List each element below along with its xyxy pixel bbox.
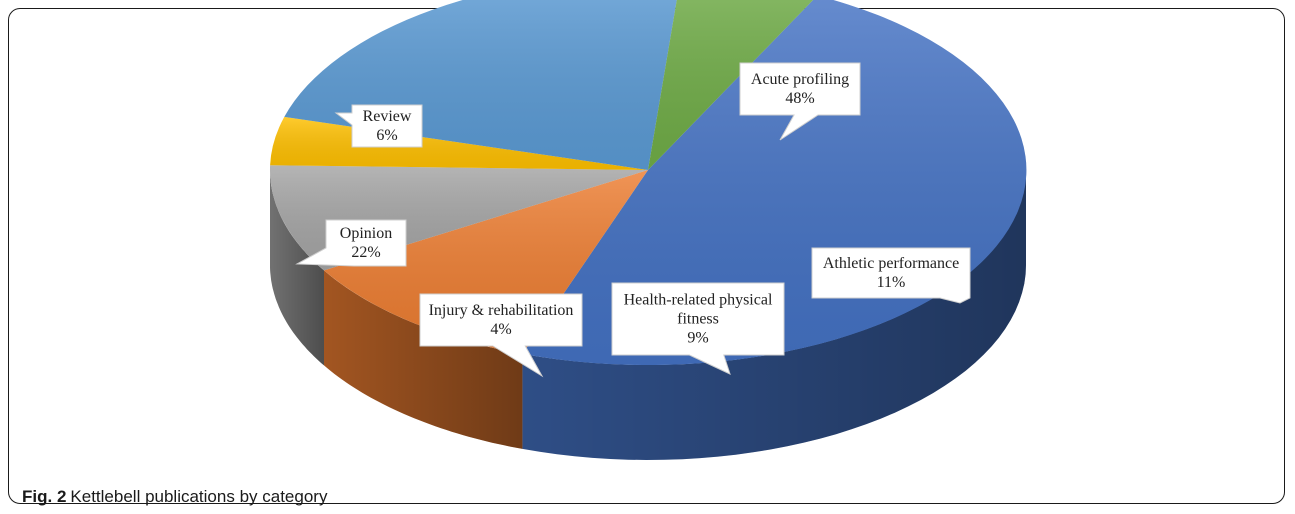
callout-box: [811, 247, 971, 304]
callout-athletic-performance: Athletic performance 11%: [811, 247, 971, 304]
pie-side-shade-acute-profiling: [522, 170, 1026, 460]
pie-slice-shine-review: [648, 0, 814, 170]
callout-health-related-physical-fitness: Health-related physical fitness 9%: [611, 282, 785, 375]
callout-value: 11%: [877, 274, 906, 291]
callout-box: [739, 62, 861, 141]
callout-value: 9%: [687, 330, 708, 347]
callout-value: 22%: [351, 244, 380, 261]
callout-opinion: Opinion 22%: [295, 219, 407, 267]
callout-value: 6%: [376, 127, 397, 144]
callout-label: Injury & rehabilitation: [429, 302, 574, 319]
figure-caption-text: Kettlebell publications by category: [70, 487, 328, 506]
callout-label: Health-related physical: [624, 292, 773, 309]
callout-label: Review: [363, 108, 412, 125]
callout-box: [295, 219, 407, 267]
callout-box: [419, 293, 583, 378]
callout-label: Acute profiling: [751, 71, 849, 88]
callout-label: fitness: [677, 311, 719, 328]
callout-value: 48%: [785, 90, 814, 107]
figure-label: Fig. 2: [22, 487, 67, 506]
pie-slice-shine-athletic-performance: [324, 170, 648, 354]
callout-box: [611, 282, 785, 375]
figure-caption: Fig. 2 Kettlebell publications by categor…: [22, 487, 327, 507]
callout-value: 4%: [490, 321, 511, 338]
callout-box: [334, 104, 423, 148]
pie-side-shade-athletic-performance: [324, 270, 523, 449]
callout-review: Review 6%: [334, 104, 423, 148]
callout-label: Athletic performance: [823, 255, 959, 272]
pie-side-shade-health-related-physical-fitness: [270, 170, 324, 366]
callout-label: Opinion: [340, 225, 392, 242]
callout-injury-and-rehabilitation: Injury & rehabilitation 4%: [419, 293, 583, 378]
callout-acute-profiling: Acute profiling 48%: [739, 62, 861, 141]
